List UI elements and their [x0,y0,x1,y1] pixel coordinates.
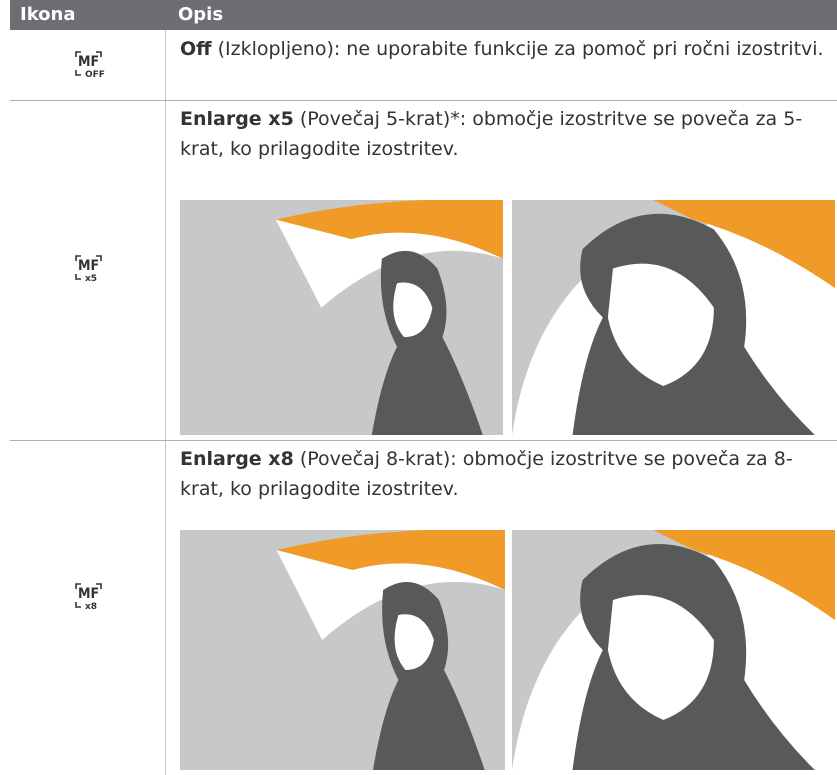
illustration [180,530,505,770]
description-text: (Izklopljeno): ne uporabite funkcije za … [211,38,824,60]
table-header: Ikona Opis [10,0,837,30]
icon-bracket [75,255,102,280]
illustration [180,200,503,435]
icon-main: MF [78,258,99,274]
icon-sub: OFF [85,70,105,80]
umbrella-top [653,530,835,620]
umbrella-top [275,200,503,259]
description-bold: Enlarge x8 [180,448,294,470]
description: Enlarge x8 (Povečaj 8-krat): območje izo… [180,444,830,504]
face [607,263,714,387]
umbrella-top [653,200,835,289]
icon-main: MF [78,54,99,70]
description-bold: Enlarge x5 [180,108,294,130]
row-divider [10,100,837,101]
description-text: (Povečaj 8-krat): območje izostritve se … [180,448,793,500]
face [393,282,433,338]
column-divider [165,30,166,775]
description-bold: Off [180,38,212,60]
umbrella-top [276,530,505,590]
face [394,614,434,670]
row-divider [10,440,837,441]
header-cell: Opis [178,4,224,25]
face [607,595,714,720]
description-text: (Povečaj 5-krat)*: območje izostritve se… [180,108,803,160]
icon-main: MF [78,586,99,602]
description: Off (Izklopljeno): ne uporabite funkcije… [180,34,830,64]
icon-sub: x5 [85,274,97,284]
icon-bracket [75,583,102,608]
description: Enlarge x5 (Povečaj 5-krat)*: območje iz… [180,104,830,164]
icon-bracket [75,51,102,76]
header-cell: Ikona [20,4,76,25]
icon-sub: x8 [85,602,97,612]
illustration [512,530,835,770]
illustration [512,200,835,435]
